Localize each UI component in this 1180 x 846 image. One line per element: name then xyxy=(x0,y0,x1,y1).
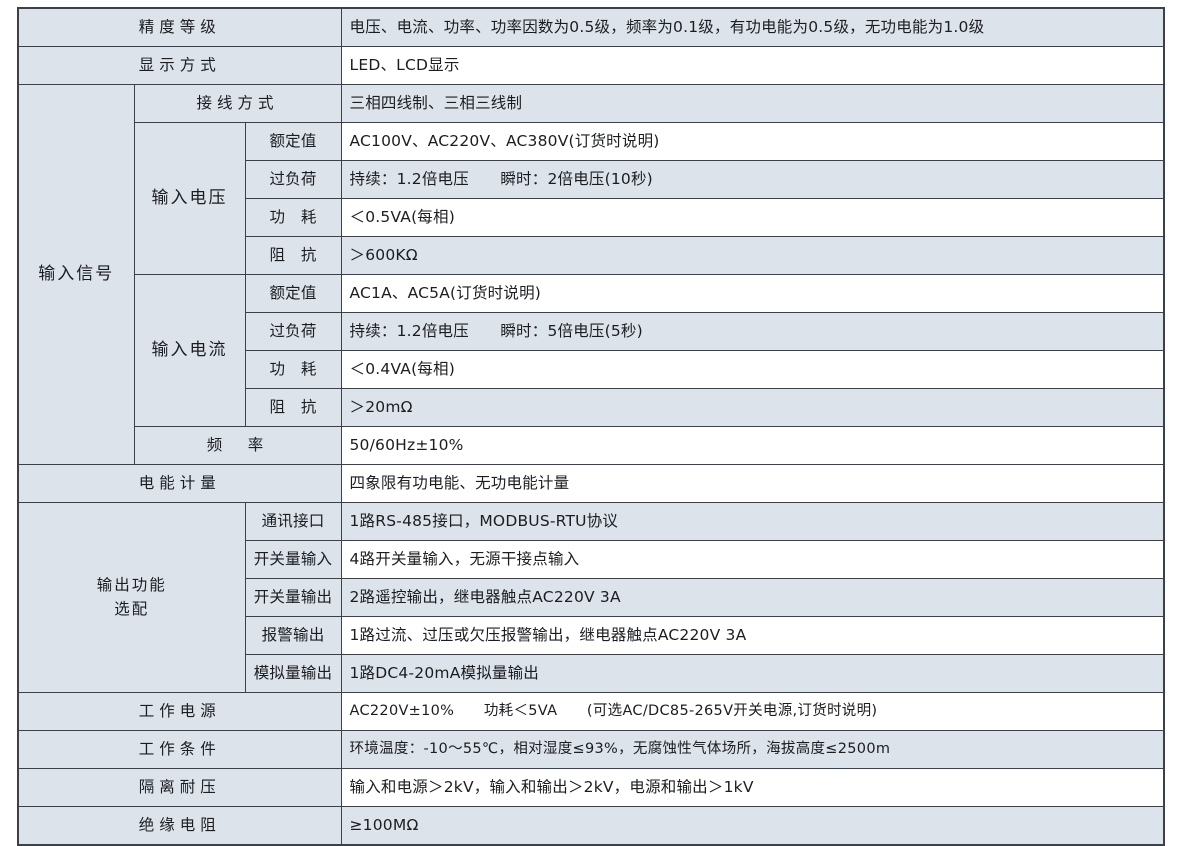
row-value-current-overload: 持续：1.2倍电压 瞬时：5倍电压(5秒) xyxy=(340,312,1165,351)
table-row: 阻 抗 ＞20mΩ xyxy=(18,388,1165,427)
row-label-digital-input: 开关量输入 xyxy=(244,540,342,579)
group-label-input-signal: 输入信号 xyxy=(17,84,135,465)
row-label-work-condition: 工作条件 xyxy=(17,730,342,769)
table-row: 输入电流 额定值 AC1A、AC5A(订货时说明) xyxy=(18,274,1165,427)
table-row: 精度等级 电压、电流、功率、功率因数为0.5级，频率为0.1级，有功电能为0.5… xyxy=(17,7,1165,47)
table-row: 功 耗 ＜0.4VA(每相) xyxy=(18,350,1165,389)
output-function-label-line2: 选配 xyxy=(114,599,150,618)
row-value-isolation: 输入和电源＞2kV，输入和输出＞2kV，电源和输出＞1kV xyxy=(340,768,1165,807)
table-row: 过负荷 持续：1.2倍电压 瞬时：5倍电压(5秒) xyxy=(18,312,1165,351)
row-value-insulation-resistance: ≥100MΩ xyxy=(340,806,1165,846)
output-function-label-line1: 输出功能 xyxy=(96,576,167,595)
table-row: 开关量输入 4路开关量输入，无源干接点输入 xyxy=(18,540,1165,579)
table-row: 输入电压 额定值 AC100V、AC220V、AC380V(订货时说明) xyxy=(18,122,1165,275)
row-value-voltage-rated: AC100V、AC220V、AC380V(订货时说明) xyxy=(340,122,1165,161)
row-value-comm-interface: 1路RS-485接口，MODBUS-RTU协议 xyxy=(340,502,1165,541)
table-row: 工作电源 AC220V±10% 功耗＜5VA (可选AC/DC85-265V开关… xyxy=(17,692,1165,731)
row-value-voltage-consumption: ＜0.5VA(每相) xyxy=(340,198,1165,237)
row-value-energy-metering: 四象限有功电能、无功电能计量 xyxy=(340,464,1165,503)
row-label-display: 显示方式 xyxy=(17,46,342,85)
row-label-digital-output: 开关量输出 xyxy=(244,578,342,617)
row-label-energy-metering: 电能计量 xyxy=(17,464,342,503)
row-label-analog-output: 模拟量输出 xyxy=(244,654,342,693)
row-value-voltage-impedance: ＞600KΩ xyxy=(340,236,1165,275)
row-value-current-rated: AC1A、AC5A(订货时说明) xyxy=(340,274,1165,313)
specification-table: 精度等级 电压、电流、功率、功率因数为0.5级，频率为0.1级，有功电能为0.5… xyxy=(17,7,1165,846)
group-label-input-current: 输入电流 xyxy=(133,274,246,427)
table-row: 频 率 50/60Hz±10% xyxy=(18,426,1165,465)
row-value-display: LED、LCD显示 xyxy=(340,46,1165,85)
row-value-current-consumption: ＜0.4VA(每相) xyxy=(340,350,1165,389)
row-value-work-power: AC220V±10% 功耗＜5VA (可选AC/DC85-265V开关电源,订货… xyxy=(340,692,1165,731)
row-value-analog-output: 1路DC4-20mA模拟量输出 xyxy=(340,654,1165,693)
table-row: 工作条件 环境温度：-10～55℃，相对湿度≤93%，无腐蚀性气体场所，海拔高度… xyxy=(17,730,1165,769)
table-row: 隔离耐压 输入和电源＞2kV，输入和输出＞2kV，电源和输出＞1kV xyxy=(17,768,1165,807)
table-row: 报警输出 1路过流、过压或欠压报警输出，继电器触点AC220V 3A xyxy=(18,616,1165,655)
table-row: 功 耗 ＜0.5VA(每相) xyxy=(18,198,1165,237)
row-label-current-overload: 过负荷 xyxy=(244,312,342,351)
row-label-isolation: 隔离耐压 xyxy=(17,768,342,807)
row-label-current-impedance: 阻 抗 xyxy=(244,388,342,427)
row-label-accuracy: 精度等级 xyxy=(17,7,342,47)
table-row: 绝缘电阻 ≥100MΩ xyxy=(17,806,1165,846)
table-row: 开关量输出 2路遥控输出，继电器触点AC220V 3A xyxy=(18,578,1165,617)
table-row: 显示方式 LED、LCD显示 xyxy=(17,46,1165,85)
row-label-voltage-consumption: 功 耗 xyxy=(244,198,342,237)
row-value-voltage-overload: 持续：1.2倍电压 瞬时：2倍电压(10秒) xyxy=(340,160,1165,199)
row-label-voltage-impedance: 阻 抗 xyxy=(244,236,342,275)
row-value-wiring: 三相四线制、三相三线制 xyxy=(340,84,1165,123)
row-value-current-impedance: ＞20mΩ xyxy=(340,388,1165,427)
row-label-voltage-rated: 额定值 xyxy=(244,122,342,161)
row-label-work-power: 工作电源 xyxy=(17,692,342,731)
table-row: 输入信号 接线方式 三相四线制、三相三线制 xyxy=(17,84,1165,465)
row-value-frequency: 50/60Hz±10% xyxy=(340,426,1165,465)
row-label-frequency: 频 率 xyxy=(133,426,342,465)
table-row: 输出功能 选配 通讯接口 1路RS-485接口，MODBUS-RTU协议 xyxy=(17,502,1165,693)
row-label-insulation-resistance: 绝缘电阻 xyxy=(17,806,342,846)
specification-sheet: 精度等级 电压、电流、功率、功率因数为0.5级，频率为0.1级，有功电能为0.5… xyxy=(17,7,1165,846)
row-value-digital-output: 2路遥控输出，继电器触点AC220V 3A xyxy=(340,578,1165,617)
row-value-work-condition: 环境温度：-10～55℃，相对湿度≤93%，无腐蚀性气体场所，海拔高度≤2500… xyxy=(340,730,1165,769)
row-value-digital-input: 4路开关量输入，无源干接点输入 xyxy=(340,540,1165,579)
row-value-accuracy: 电压、电流、功率、功率因数为0.5级，频率为0.1级，有功电能为0.5级，无功电… xyxy=(340,7,1165,47)
row-label-alarm-output: 报警输出 xyxy=(244,616,342,655)
table-row: 电能计量 四象限有功电能、无功电能计量 xyxy=(17,464,1165,503)
row-label-wiring: 接线方式 xyxy=(133,84,342,123)
table-row: 阻 抗 ＞600KΩ xyxy=(18,236,1165,275)
group-label-output-function: 输出功能 选配 xyxy=(17,502,246,693)
row-value-alarm-output: 1路过流、过压或欠压报警输出，继电器触点AC220V 3A xyxy=(340,616,1165,655)
table-row: 过负荷 持续：1.2倍电压 瞬时：2倍电压(10秒) xyxy=(18,160,1165,199)
row-label-comm-interface: 通讯接口 xyxy=(244,502,342,541)
row-label-voltage-overload: 过负荷 xyxy=(244,160,342,199)
group-label-input-voltage: 输入电压 xyxy=(133,122,246,275)
row-label-current-consumption: 功 耗 xyxy=(244,350,342,389)
table-row: 模拟量输出 1路DC4-20mA模拟量输出 xyxy=(18,654,1165,693)
row-label-current-rated: 额定值 xyxy=(244,274,342,313)
